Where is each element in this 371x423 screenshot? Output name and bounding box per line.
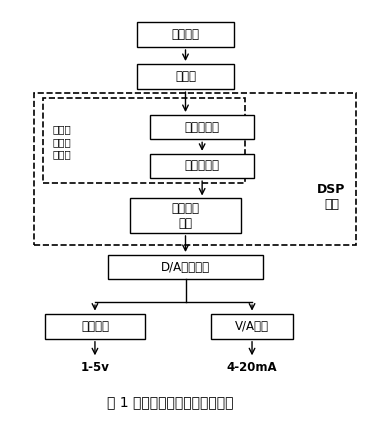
Text: 阻抗变换: 阻抗变换 (81, 320, 109, 332)
Bar (150, 115, 254, 140)
Bar (108, 255, 263, 279)
Text: 图 1 磨煤机负荷检测仪硬件框图: 图 1 磨煤机负荷检测仪硬件框图 (108, 395, 234, 409)
Text: 多级放大器: 多级放大器 (185, 121, 220, 134)
Text: 特征频谱
处理: 特征频谱 处理 (171, 202, 200, 230)
Text: 1-5v: 1-5v (81, 361, 109, 374)
Bar (45, 313, 145, 339)
Text: 4-20mA: 4-20mA (227, 361, 278, 374)
Text: 低通滤波器: 低通滤波器 (185, 159, 220, 173)
Bar (43, 98, 244, 183)
Text: 拾音器: 拾音器 (175, 70, 196, 83)
Text: V/A变换: V/A变换 (235, 320, 269, 332)
Bar (34, 93, 355, 245)
Text: D/A转换电路: D/A转换电路 (161, 261, 210, 274)
Text: 声音信
号预处
理系统: 声音信 号预处 理系统 (52, 124, 71, 159)
Bar (130, 198, 241, 233)
Bar (211, 313, 293, 339)
Bar (150, 154, 254, 178)
Text: DSP
系统: DSP 系统 (317, 183, 346, 211)
Bar (137, 22, 234, 47)
Text: 噪声信号: 噪声信号 (171, 28, 200, 41)
Bar (137, 64, 234, 89)
